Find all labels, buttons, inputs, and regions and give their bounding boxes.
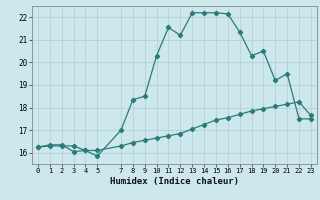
- X-axis label: Humidex (Indice chaleur): Humidex (Indice chaleur): [110, 177, 239, 186]
